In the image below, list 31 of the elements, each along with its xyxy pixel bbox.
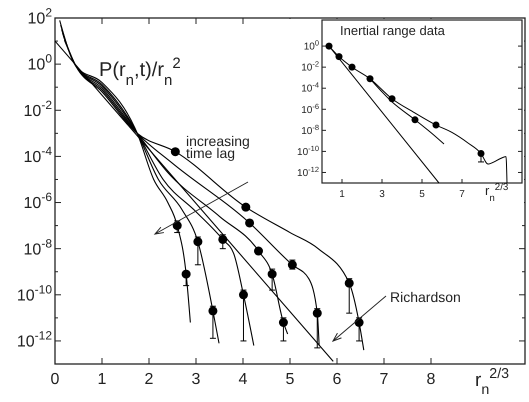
y-tick-label: 10$^{-2}$ [24, 98, 52, 120]
y-tick-label: 10$^{-2}$ [301, 59, 319, 74]
annotation: Richardson [390, 289, 461, 305]
y-tick-label: 10$^{2}$ [28, 6, 52, 28]
y-tick-label: 10$^{-12}$ [297, 164, 319, 179]
chart-title: Inertial range data [340, 23, 446, 38]
x-tick-label: 3 [192, 371, 201, 388]
x-tick-label: 8 [426, 371, 436, 388]
y-tick-label: 10$^{-10}$ [16, 282, 52, 304]
annotation: increasing time lag [186, 133, 250, 161]
x-tick-label: 1 [98, 371, 107, 388]
y-tick-label: 10$^{-4}$ [24, 144, 52, 166]
x-tick-label: 7 [459, 189, 466, 200]
y-tick-label: 10$^{-8}$ [24, 236, 52, 258]
y-tick-label: 10$^{-6}$ [301, 101, 319, 116]
x-tick-label: 1 [339, 189, 346, 200]
y-tick-label: 10$^{0}$ [304, 38, 319, 53]
y-tick-label: 10$^{-8}$ [301, 122, 319, 137]
x-tick-label: 5 [419, 189, 426, 200]
x-tick-label: 4 [238, 371, 248, 388]
y-tick-label: 10$^{-10}$ [297, 143, 319, 158]
y-tick-label: 10$^{0}$ [28, 52, 52, 74]
x-tick-label: 3 [379, 189, 386, 200]
y-tick-label: 10$^{-4}$ [301, 80, 319, 95]
y-tick-label: 10$^{-12}$ [16, 328, 52, 351]
x-tick-label: 7 [380, 371, 389, 388]
x-tick-label: 0 [50, 371, 60, 388]
x-tick-label: 6 [332, 371, 342, 388]
y-tick-label: 10$^{-6}$ [24, 190, 52, 212]
x-tick-label: 2 [144, 371, 154, 388]
x-tick-label: 5 [286, 371, 295, 388]
